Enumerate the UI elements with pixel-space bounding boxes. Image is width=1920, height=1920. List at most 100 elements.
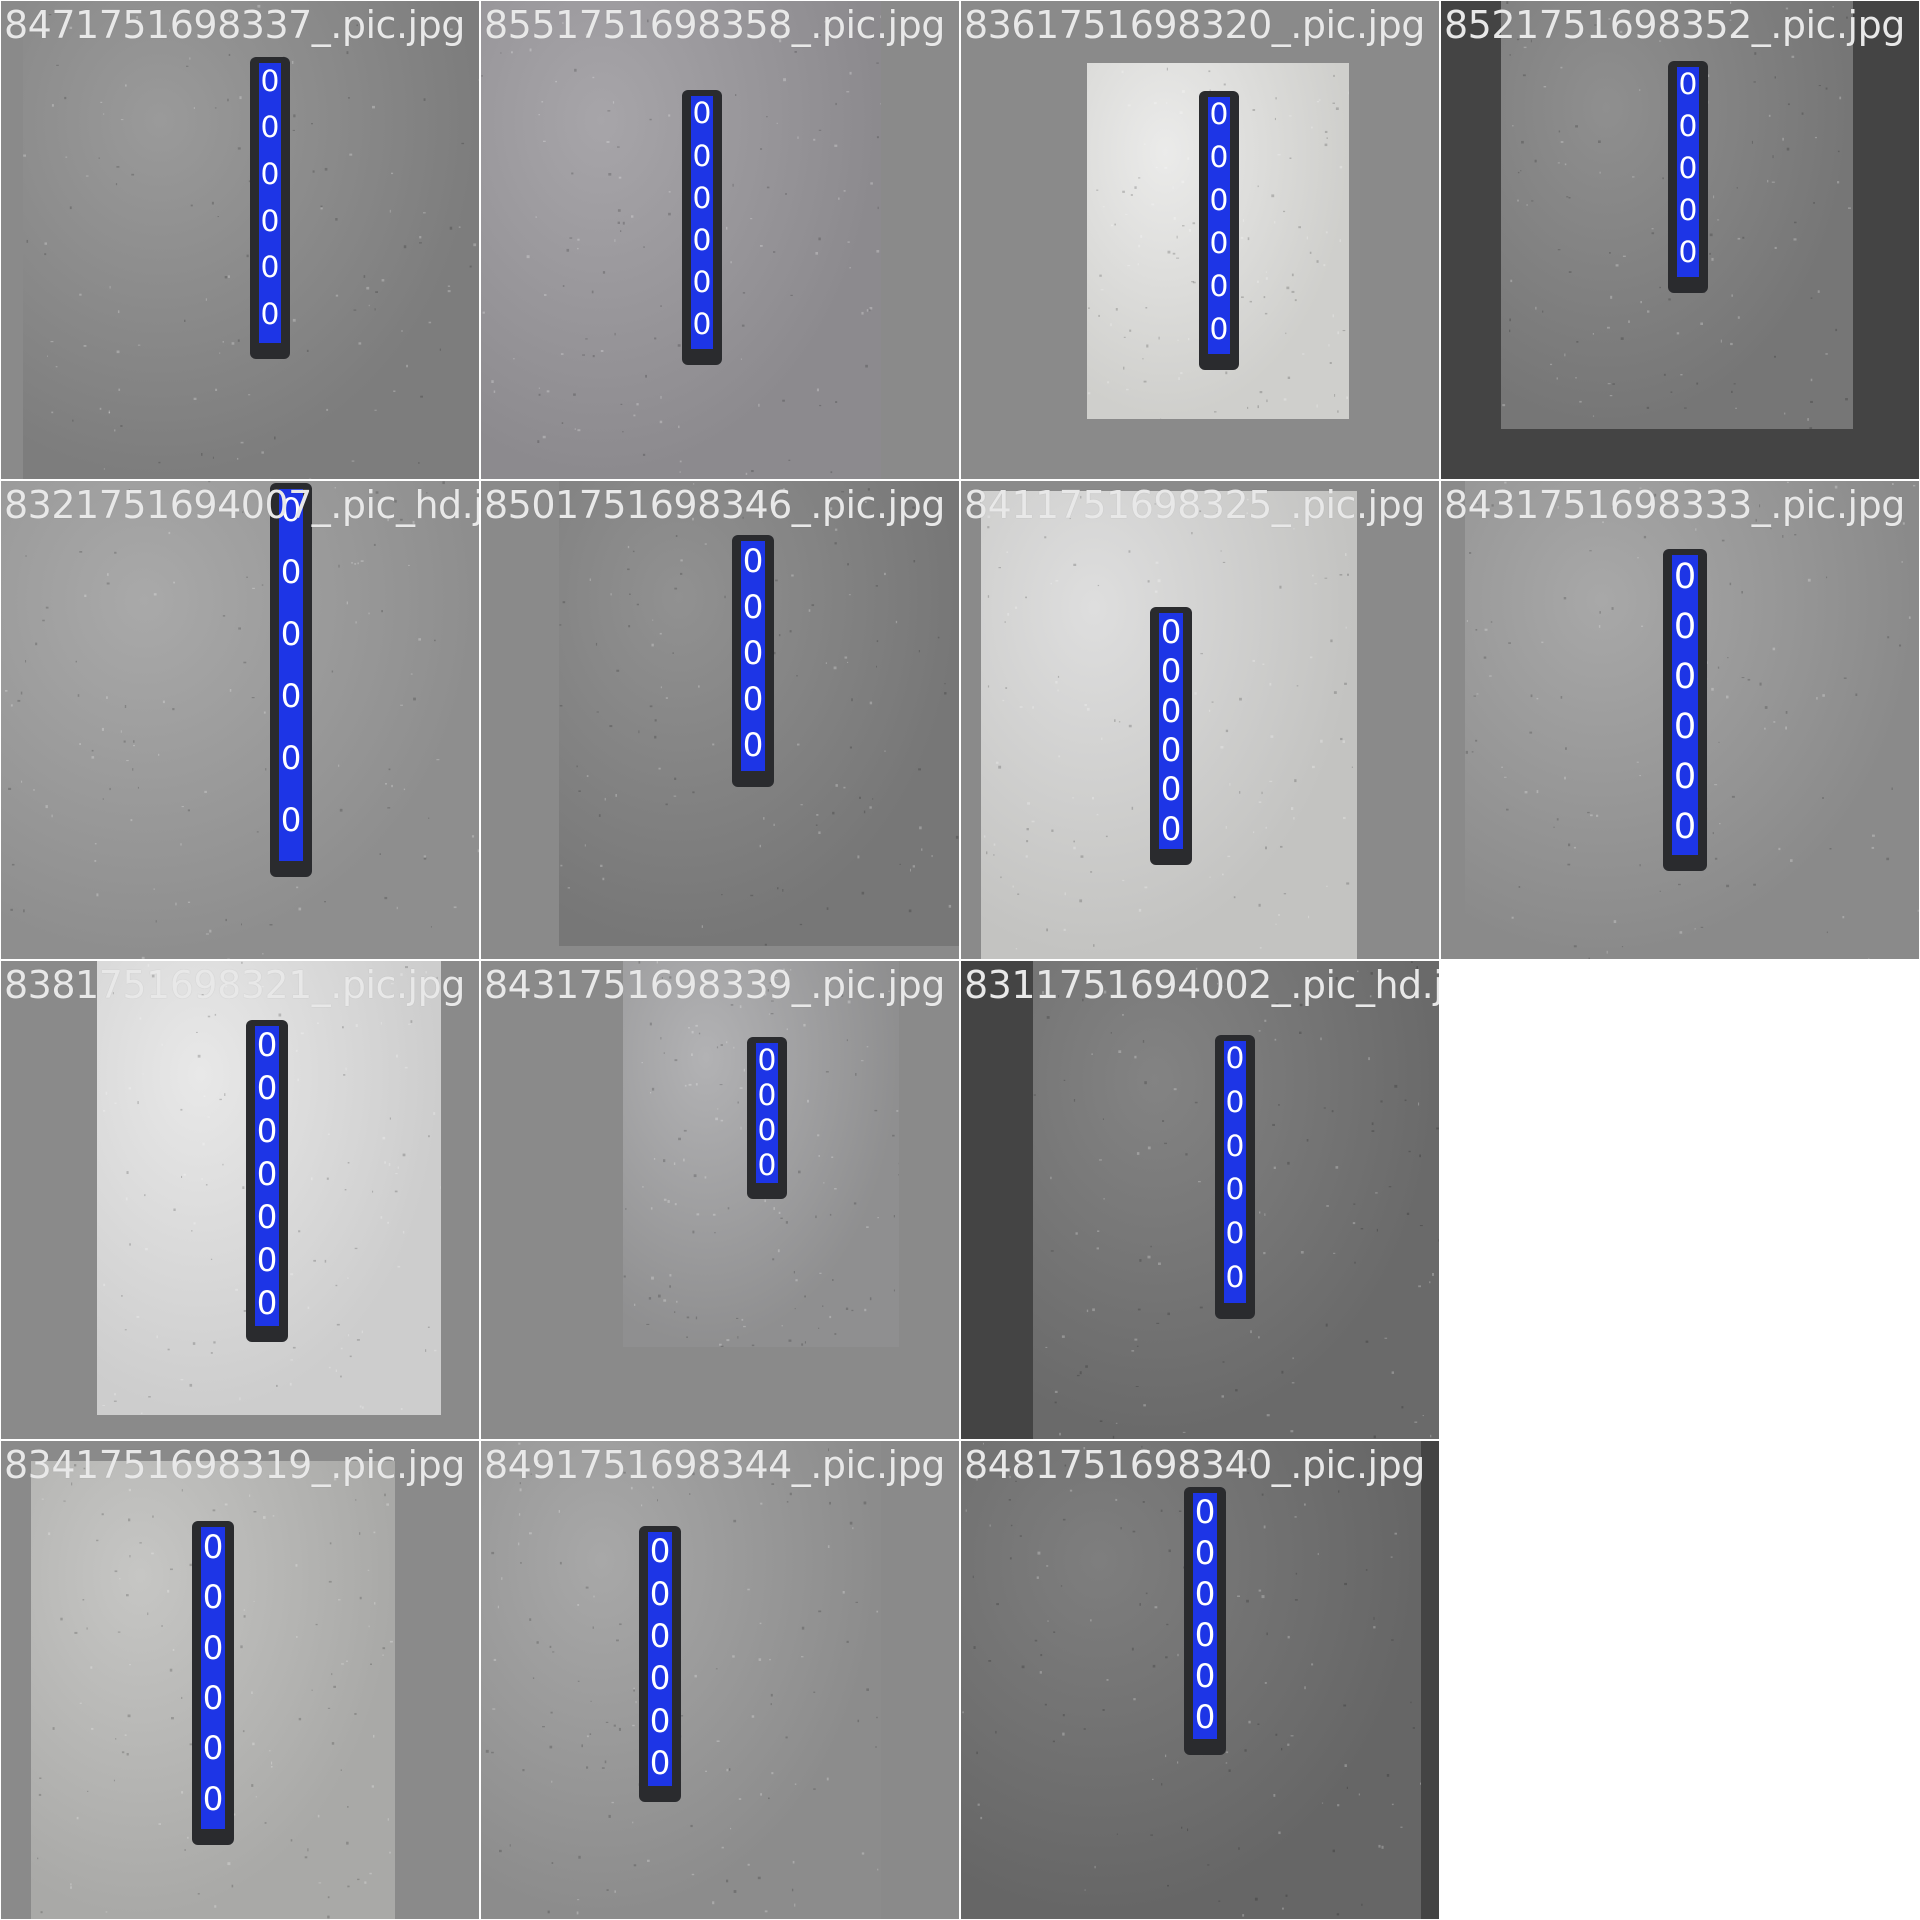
class-label: 0 [742,587,764,626]
image-tile[interactable]: 0 0 0 0 0 0 8551751698358_.pic.jpg [481,1,959,479]
floor-texture [962,1442,1421,1917]
class-label: 0 [1209,311,1229,347]
class-label: 0 [1225,1216,1245,1252]
class-label: 0 [256,1155,278,1193]
class-label: 0 [742,633,764,672]
class-label: 0 [260,297,280,333]
class-label: 0 [1678,109,1698,145]
class-label: 0 [1225,1085,1245,1121]
floor-photo [481,1441,881,1919]
floor-texture [37,1464,393,1919]
class-label: 0 [1194,1575,1216,1614]
class-label: 0 [649,1701,671,1740]
image-tile[interactable]: 0 0 0 0 8431751698339_.pic.jpg [481,961,959,1439]
class-label: 0 [1160,770,1182,809]
image-tile[interactable]: 0 0 0 0 0 0 0 8381751698321_.pic.jpg [1,961,479,1439]
class-label: 0 [649,1532,671,1571]
image-tile[interactable]: 0 0 0 0 0 0 8411751698325_.pic.jpg [961,481,1439,959]
class-label: 0 [692,265,712,301]
image-tile[interactable]: 0 0 0 0 0 0 8341751698319_.pic.jpg [1,1441,479,1919]
class-label: 0 [1209,140,1229,176]
class-label: 0 [1678,151,1698,187]
class-label: 0 [1678,67,1698,103]
class-label: 0 [692,222,712,258]
class-label: 0 [280,490,302,529]
image-tile[interactable]: 0 0 0 0 0 8501751698346_.pic.jpg [481,481,959,959]
class-label: 0 [260,157,280,193]
class-label: 0 [757,1112,777,1148]
image-filename: 8491751698344_.pic.jpg [484,1443,945,1487]
class-label: 0 [692,138,712,174]
class-label: 0 [280,738,302,777]
class-label: 0 [202,1528,224,1567]
class-label: 0 [1160,731,1182,770]
image-tile[interactable]: 0 0 0 0 0 0 8431751698333_.pic.jpg [1441,481,1919,959]
image-filename: 8551751698358_.pic.jpg [484,3,945,47]
floor-photo [481,1,881,479]
class-label: 0 [649,1574,671,1613]
class-label: 0 [1194,1657,1216,1696]
detection-box-stack[interactable]: 0 0 0 0 0 [741,541,765,771]
floor-texture [1087,67,1349,419]
class-label: 0 [1160,809,1182,848]
class-label: 0 [260,203,280,239]
class-label: 0 [1678,193,1698,229]
class-label: 0 [1209,183,1229,219]
class-label: 0 [256,1240,278,1279]
class-label: 0 [202,1628,224,1667]
class-label: 0 [256,1197,278,1236]
image-filename: 8431751698339_.pic.jpg [484,963,945,1007]
image-tile[interactable]: 0 0 0 0 0 0 8321751694007_.pic_hd.jpg [1,481,479,959]
floor-texture [485,1442,879,1915]
class-label: 0 [1678,235,1698,271]
class-label: 0 [1225,1172,1245,1208]
image-filename: 8521751698352_.pic.jpg [1444,3,1905,47]
floor-texture [481,10,881,475]
class-label: 0 [757,1042,777,1078]
class-label: 0 [256,1112,278,1151]
class-label: 0 [757,1077,777,1113]
class-label: 0 [202,1578,224,1617]
detection-box-stack[interactable]: 0 0 0 0 0 [1677,67,1699,277]
class-label: 0 [1194,1616,1216,1655]
floor-texture [5,481,479,959]
class-label: 0 [1194,1534,1216,1573]
image-tile[interactable]: 0 0 0 0 0 0 8311751694002_.pic_hd.jpg [961,961,1439,1439]
floor-texture [1502,1,1851,429]
class-label: 0 [260,63,280,99]
class-label: 0 [1160,652,1182,691]
class-label: 0 [1209,268,1229,304]
image-tile[interactable]: 0 0 0 0 0 0 8481751698340_.pic.jpg [961,1441,1439,1919]
class-label: 0 [1209,97,1229,133]
image-tile[interactable]: 0 0 0 0 0 0 8361751698320_.pic.jpg [961,1,1439,479]
class-label: 0 [260,250,280,286]
image-tile[interactable]: 0 0 0 0 0 0 8471751698337_.pic.jpg [1,1,479,479]
class-label: 0 [1225,1041,1245,1077]
class-label: 0 [256,1026,278,1065]
class-label: 0 [1225,1259,1245,1295]
class-label: 0 [692,307,712,343]
class-label: 0 [1673,656,1697,697]
floor-texture [102,961,441,1414]
image-tile[interactable]: 0 0 0 0 0 8521751698352_.pic.jpg [1441,1,1919,479]
class-label: 0 [256,1283,278,1322]
class-label: 0 [649,1617,671,1656]
detection-box-stack[interactable]: 0 0 0 0 0 0 0 [255,1026,279,1326]
class-label: 0 [1673,706,1697,747]
class-label: 0 [1160,613,1182,652]
image-filename: 8471751698337_.pic.jpg [4,3,465,47]
image-tile[interactable]: 0 0 0 0 0 0 8491751698344_.pic.jpg [481,1441,959,1919]
class-label: 0 [692,180,712,216]
class-label: 0 [1194,1493,1216,1532]
